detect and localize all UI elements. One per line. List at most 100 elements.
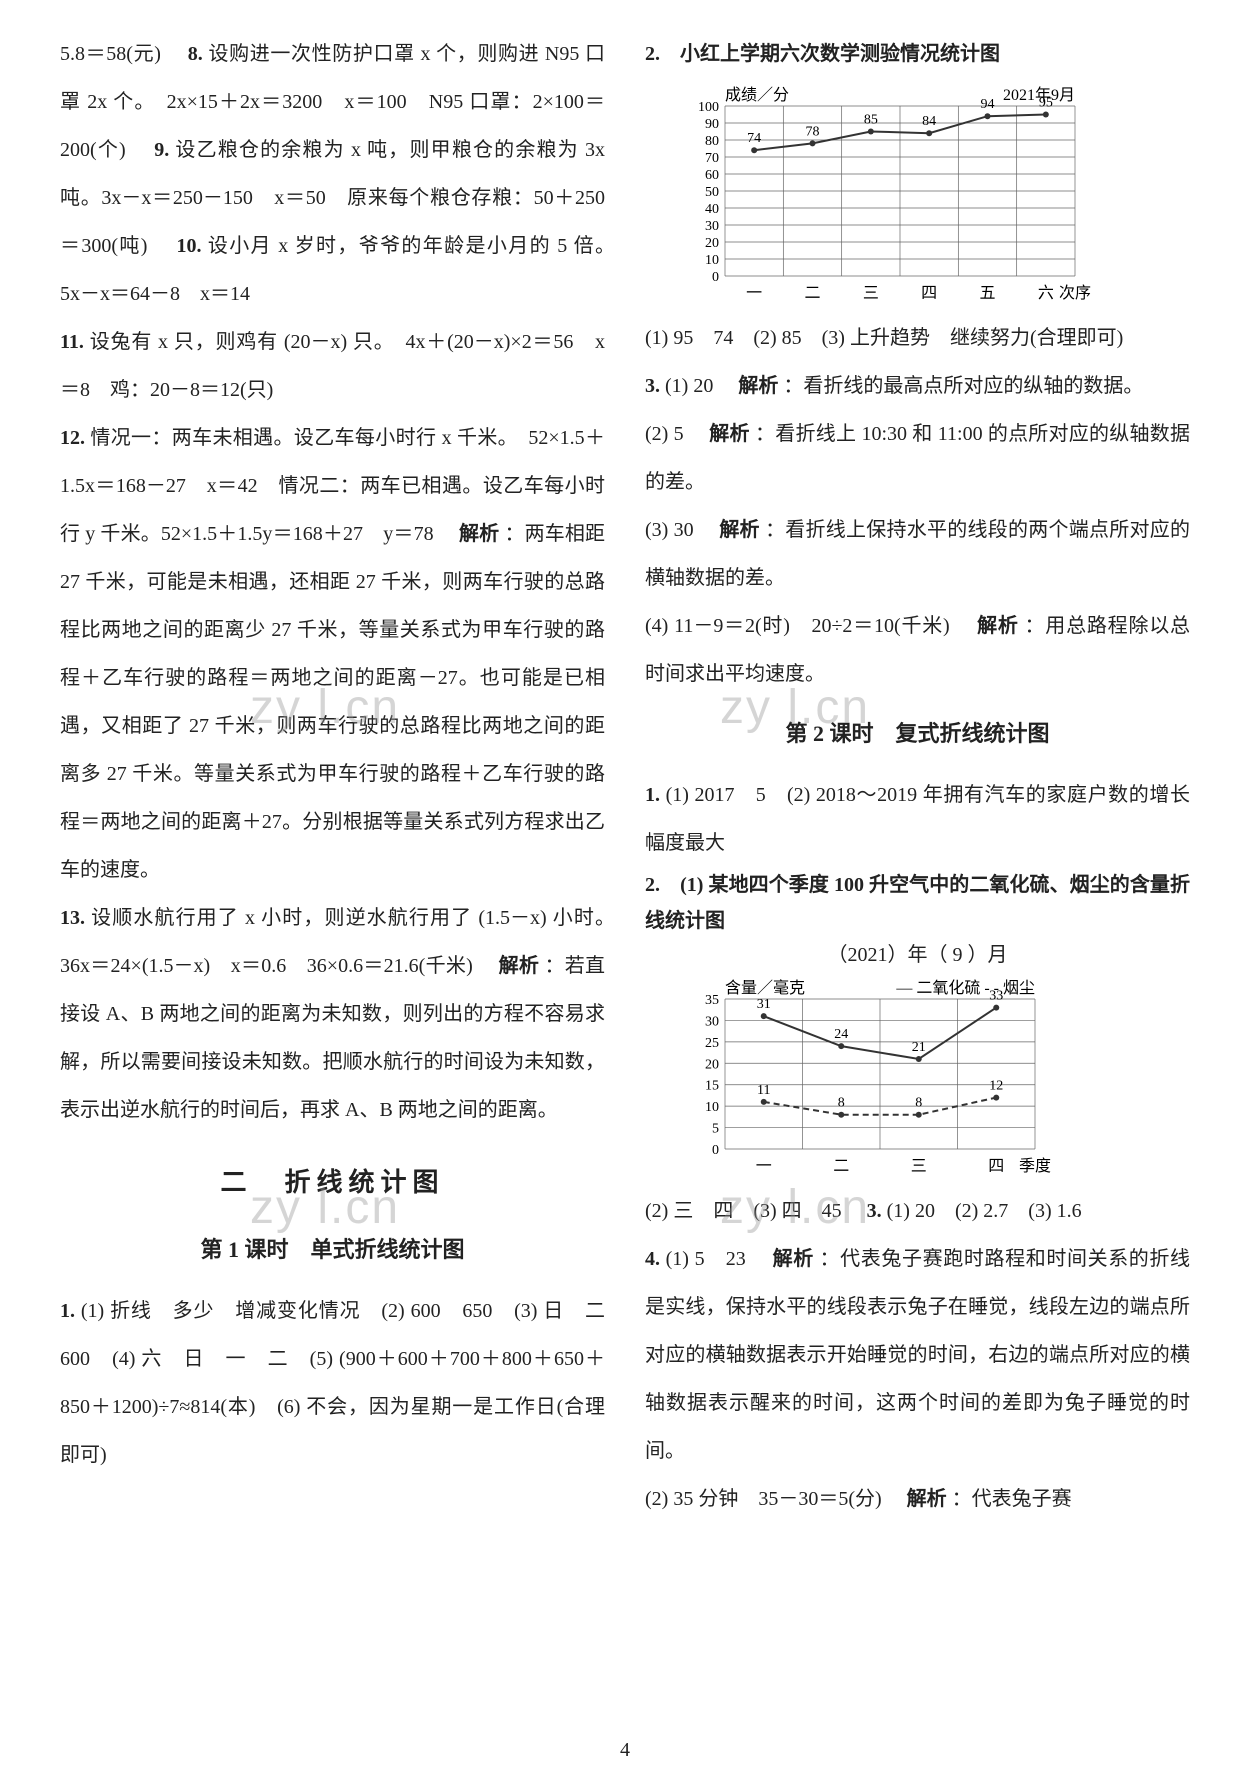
svg-text:11: 11	[757, 1083, 770, 1098]
svg-text:35: 35	[705, 993, 719, 1008]
svg-text:24: 24	[834, 1027, 848, 1042]
para-13: 13. 设顺水航行用了 x 小时，则逆水航行用了 (1.5－x) 小时。 36x…	[60, 894, 605, 1134]
qnum-3b: 3.	[867, 1200, 882, 1222]
t: ：两车相距 27 千米，可能是未相遇，还相距 27 千米，则两车行驶的总路程比两…	[60, 523, 605, 881]
svg-text:60: 60	[705, 168, 719, 183]
t: (1) 20 (2) 2.7 (3) 1.6	[887, 1200, 1082, 1222]
svg-text:70: 70	[705, 151, 719, 166]
svg-text:0: 0	[712, 1143, 719, 1158]
svg-text:三: 三	[911, 1158, 927, 1175]
svg-text:8: 8	[915, 1096, 922, 1111]
svg-text:— 二氧化硫 - - 烟尘: — 二氧化硫 - - 烟尘	[895, 979, 1035, 997]
svg-text:20: 20	[705, 236, 719, 251]
t: 设兔有 x 只，则鸡有 (20－x) 只。 4x＋(20－x)×2＝56 x＝8…	[60, 331, 605, 401]
svg-text:21: 21	[912, 1040, 926, 1055]
chart1-title: 2. 小红上学期六次数学测验情况统计图	[645, 30, 1190, 78]
svg-text:84: 84	[922, 114, 936, 129]
t: (2) 三 四 (3) 四 45	[645, 1200, 862, 1222]
svg-text:季度: 季度	[1019, 1157, 1051, 1175]
svg-text:0: 0	[712, 270, 719, 285]
t: 设顺水航行用了 x 小时，则逆水航行用了 (1.5－x) 小时。 36x＝24×…	[60, 907, 625, 977]
svg-text:一: 一	[746, 285, 762, 302]
chart2-svg: 05101520253035一二三四31242133118812含量／毫克— 二…	[675, 979, 1055, 1179]
chart2-title: 2. (1) 某地四个季度 100 升空气中的二氧化硫、烟尘的含量折线统计图	[645, 867, 1190, 939]
svg-text:78: 78	[806, 124, 820, 139]
svg-text:六: 六	[1038, 284, 1054, 302]
svg-text:74: 74	[747, 131, 761, 146]
svg-text:85: 85	[864, 113, 878, 128]
svg-text:80: 80	[705, 134, 719, 149]
analysis-label: 解析	[907, 1488, 947, 1510]
r1: (1) 95 74 (2) 85 (3) 上升趋势 继续努力(合理即可)	[645, 314, 1190, 362]
qnum-1b: 1.	[645, 784, 660, 806]
analysis-label: 解析	[719, 519, 760, 541]
right-column: 2. 小红上学期六次数学测验情况统计图 01020304050607080901…	[645, 30, 1190, 1523]
qnum-13: 13.	[60, 907, 85, 929]
svg-text:2021年9月: 2021年9月	[1003, 86, 1075, 104]
t: (1) 2017 5 (2) 2018～2019 年拥有汽车的家庭户数的增长幅度…	[645, 784, 1190, 854]
qnum-4: 4.	[645, 1248, 660, 1270]
svg-text:一: 一	[756, 1158, 772, 1175]
r5: (4) 11－9＝2(时) 20÷2＝10(千米) 解析 ：用总路程除以总时间求…	[645, 602, 1190, 698]
svg-text:100: 100	[698, 100, 719, 115]
svg-text:15: 15	[705, 1079, 719, 1094]
t: (1) 20	[665, 375, 733, 397]
svg-text:五: 五	[979, 285, 995, 302]
analysis-label: 解析	[773, 1248, 814, 1270]
svg-text:5: 5	[712, 1121, 719, 1136]
svg-text:25: 25	[705, 1036, 719, 1051]
para-q1: 1. (1) 折线 多少 增减变化情况 (2) 600 650 (3) 日 二 …	[60, 1287, 605, 1479]
t: ：若直接设 A、B 两地之间的距离为未知数，则列出的方程不容易求解，所以需要间接…	[60, 955, 605, 1121]
qnum-12: 12.	[60, 427, 85, 449]
para-1: 5.8＝58(元) 8. 设购进一次性防护口罩 x 个，则购进 N95 口罩 2…	[60, 30, 605, 318]
svg-text:含量／毫克: 含量／毫克	[725, 979, 805, 997]
svg-text:50: 50	[705, 185, 719, 200]
t: (3) 30	[645, 519, 714, 541]
svg-text:二: 二	[833, 1158, 849, 1175]
qnum-3: 3.	[645, 375, 660, 397]
svg-text:31: 31	[757, 997, 771, 1012]
section-2-title: 二 折线统计图	[60, 1152, 605, 1214]
r3: (2) 5 解析 ：看折线上 10:30 和 11:00 的点所对应的纵轴数据的…	[645, 410, 1190, 506]
t: (2) 35 分钟 35－30＝5(分)	[645, 1488, 902, 1510]
t: 2. (1) 某地四个季度 100 升空气中的二氧化硫、烟尘的含量折线统计图	[645, 874, 1190, 932]
svg-text:20: 20	[705, 1057, 719, 1072]
qnum-1: 1.	[60, 1300, 75, 1322]
t: (1) 折线 多少 增减变化情况 (2) 600 650 (3) 日 二 600…	[60, 1300, 625, 1466]
svg-text:三: 三	[863, 285, 879, 302]
t: (2) 5	[645, 423, 704, 445]
chart2-date: （2021）年（ 9 ）月	[645, 939, 1190, 971]
page-number: 4	[0, 1739, 1250, 1762]
t: (4) 11－9＝2(时) 20÷2＝10(千米)	[645, 615, 971, 637]
t: 5.8＝58(元)	[60, 43, 182, 65]
svg-text:30: 30	[705, 219, 719, 234]
r6: 1. (1) 2017 5 (2) 2018～2019 年拥有汽车的家庭户数的增…	[645, 771, 1190, 867]
svg-text:次序: 次序	[1059, 284, 1091, 302]
t: ：看折线的最高点所对应的纵轴的数据。	[783, 375, 1143, 397]
qnum-10: 10.	[176, 235, 201, 257]
r4: (3) 30 解析 ：看折线上保持水平的线段的两个端点所对应的横轴数据的差。	[645, 506, 1190, 602]
lesson-2-title: 第 2 课时 复式折线统计图	[645, 708, 1190, 761]
svg-text:四: 四	[988, 1158, 1004, 1175]
analysis-label: 解析	[709, 423, 749, 445]
r2: 3. (1) 20 解析 ：看折线的最高点所对应的纵轴的数据。	[645, 362, 1190, 410]
chart2: 05101520253035一二三四31242133118812含量／毫克— 二…	[675, 979, 1190, 1179]
qnum-11: 11.	[60, 331, 84, 353]
t: ：代表兔子赛	[952, 1488, 1072, 1510]
lesson-1-title: 第 1 课时 单式折线统计图	[60, 1224, 605, 1277]
svg-text:成绩／分: 成绩／分	[725, 86, 789, 104]
chart1: 0102030405060708090100一二三四五六747885849495…	[675, 86, 1190, 306]
t: (1) 5 23	[666, 1248, 767, 1270]
chart1-svg: 0102030405060708090100一二三四五六747885849495…	[675, 86, 1095, 306]
r8: 4. (1) 5 23 解析 ：代表兔子赛跑时路程和时间关系的折线是实线，保持水…	[645, 1235, 1190, 1475]
svg-text:12: 12	[989, 1078, 1003, 1093]
svg-text:94: 94	[981, 97, 995, 112]
r7: (2) 三 四 (3) 四 45 3. (1) 20 (2) 2.7 (3) 1…	[645, 1187, 1190, 1235]
svg-text:30: 30	[705, 1014, 719, 1029]
analysis-label: 解析	[459, 523, 499, 545]
svg-text:10: 10	[705, 253, 719, 268]
left-column: 5.8＝58(元) 8. 设购进一次性防护口罩 x 个，则购进 N95 口罩 2…	[60, 30, 605, 1523]
qnum-8: 8.	[188, 43, 203, 65]
t: ：代表兔子赛跑时路程和时间关系的折线是实线，保持水平的线段表示兔子在睡觉，线段左…	[645, 1248, 1190, 1462]
analysis-label: 解析	[499, 955, 540, 977]
